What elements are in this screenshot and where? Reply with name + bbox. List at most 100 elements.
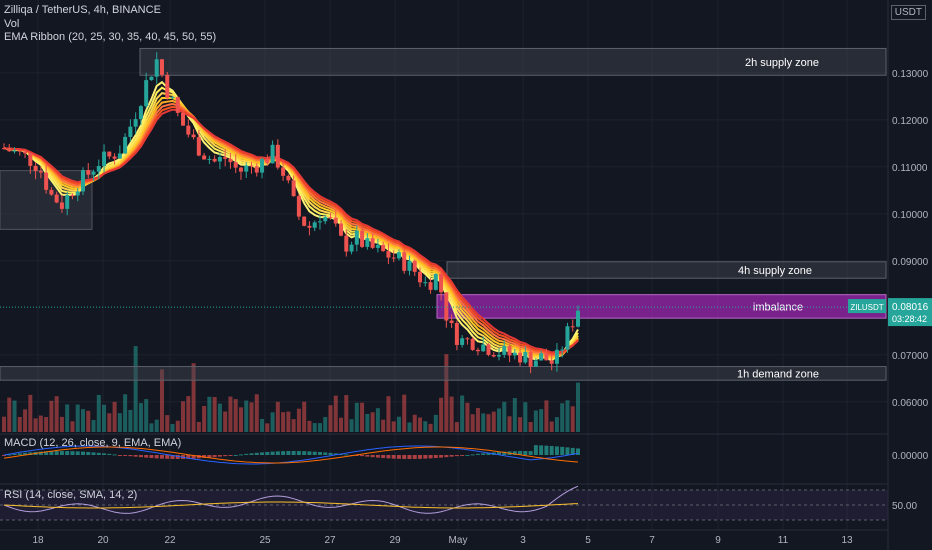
- candle-body: [460, 338, 465, 345]
- candle-body: [207, 158, 212, 160]
- candle-body: [549, 360, 554, 364]
- candle-body: [75, 191, 80, 196]
- macd-bar: [465, 454, 470, 456]
- macd-bar: [528, 451, 533, 455]
- candle-body: [439, 273, 444, 293]
- candle-body: [217, 157, 222, 162]
- volume-bar: [96, 394, 101, 432]
- candle-body: [412, 260, 417, 272]
- macd-bar: [228, 455, 233, 456]
- volume-bar: [381, 419, 386, 432]
- macd-bar: [54, 451, 59, 455]
- price-axis-bg: [888, 0, 932, 550]
- symbol-title: Zilliqa / TetherUS, 4h, BINANCE: [4, 4, 161, 16]
- macd-bar: [107, 453, 112, 455]
- volume-bar: [360, 402, 365, 432]
- macd-bar: [80, 451, 85, 455]
- macd-bar: [402, 455, 407, 459]
- price-tick: 0.06000: [892, 398, 929, 409]
- time-tick: 7: [649, 535, 655, 546]
- macd-bar: [481, 453, 486, 455]
- volume-bar: [523, 402, 528, 432]
- macd-bar: [144, 455, 149, 458]
- zone-imbalance: [436, 294, 887, 319]
- candle-body: [465, 338, 470, 340]
- volume-bar: [344, 395, 349, 432]
- macd-bar: [449, 455, 454, 457]
- volume-bar: [349, 419, 354, 432]
- candle-body: [433, 273, 438, 290]
- volume-bar: [175, 420, 180, 432]
- volume-bar: [223, 411, 228, 432]
- currency-badge[interactable]: USDT: [890, 5, 926, 20]
- candle-body: [54, 194, 59, 203]
- candle-body: [323, 217, 328, 222]
- candle-body: [349, 244, 354, 252]
- volume-bar: [386, 396, 391, 432]
- volume-bar: [144, 399, 149, 432]
- volume-bar: [17, 416, 22, 432]
- price-tick: 0.13000: [892, 69, 929, 80]
- candle-body: [360, 230, 365, 247]
- macd-bar: [544, 445, 549, 455]
- macd-legend: MACD (12, 26, close, 9, EMA, EMA): [4, 437, 182, 449]
- candle-body: [333, 217, 338, 224]
- macd-bar: [502, 451, 507, 455]
- zone-label-supply_4h: 4h supply zone: [738, 265, 812, 277]
- macd-bar: [191, 455, 196, 459]
- macd-bar: [475, 453, 480, 455]
- macd-bar: [323, 452, 328, 455]
- candle-body: [402, 252, 407, 271]
- macd-bar: [523, 451, 528, 455]
- candle-body: [470, 338, 475, 350]
- ema-line: [3, 108, 579, 354]
- volume-bar: [518, 417, 523, 432]
- macd-bar: [317, 451, 322, 455]
- macd-bar: [175, 455, 180, 459]
- candle-body: [528, 351, 533, 367]
- time-tick: 27: [324, 535, 336, 546]
- volume-bar: [460, 395, 465, 432]
- candle-body: [386, 251, 391, 258]
- candle-body: [354, 230, 359, 245]
- candle-body: [233, 162, 238, 168]
- volume-bar: [475, 408, 480, 432]
- candle-body: [59, 202, 64, 209]
- candle-body: [544, 353, 549, 361]
- macd-bar: [44, 451, 49, 455]
- time-tick: 25: [259, 535, 271, 546]
- time-tick: 18: [32, 535, 44, 546]
- macd-tick: 0.00000: [892, 451, 929, 462]
- macd-bar: [217, 455, 222, 457]
- volume-bar: [128, 409, 133, 432]
- candle-body: [170, 97, 175, 99]
- candle-body: [28, 153, 33, 166]
- zone-supply_4h: [446, 261, 887, 279]
- macd-bar: [312, 451, 317, 455]
- macd-bar: [486, 452, 491, 455]
- macd-bar: [454, 455, 459, 457]
- candle-body: [507, 346, 512, 356]
- volume-bar: [154, 419, 159, 432]
- volume-bar: [486, 414, 491, 432]
- volume-bar: [418, 417, 423, 432]
- volume-bar: [365, 413, 370, 432]
- volume-bar: [544, 400, 549, 432]
- volume-bar: [533, 410, 538, 432]
- volume-bar: [249, 402, 254, 432]
- volume-bar: [291, 419, 296, 432]
- candle-body: [260, 158, 265, 173]
- volume-bar: [254, 394, 259, 432]
- volume-bar: [339, 417, 344, 432]
- candle-body: [454, 323, 459, 345]
- candle-body: [312, 222, 317, 228]
- price-tick: 0.11000: [892, 163, 928, 174]
- macd-bar: [159, 455, 164, 459]
- volume-bar: [507, 416, 512, 432]
- volume-bar: [560, 403, 565, 432]
- candle-body: [86, 170, 91, 175]
- rsi-ma-line: [3, 501, 579, 509]
- volume-bar: [449, 396, 454, 432]
- volume-bar: [112, 401, 117, 432]
